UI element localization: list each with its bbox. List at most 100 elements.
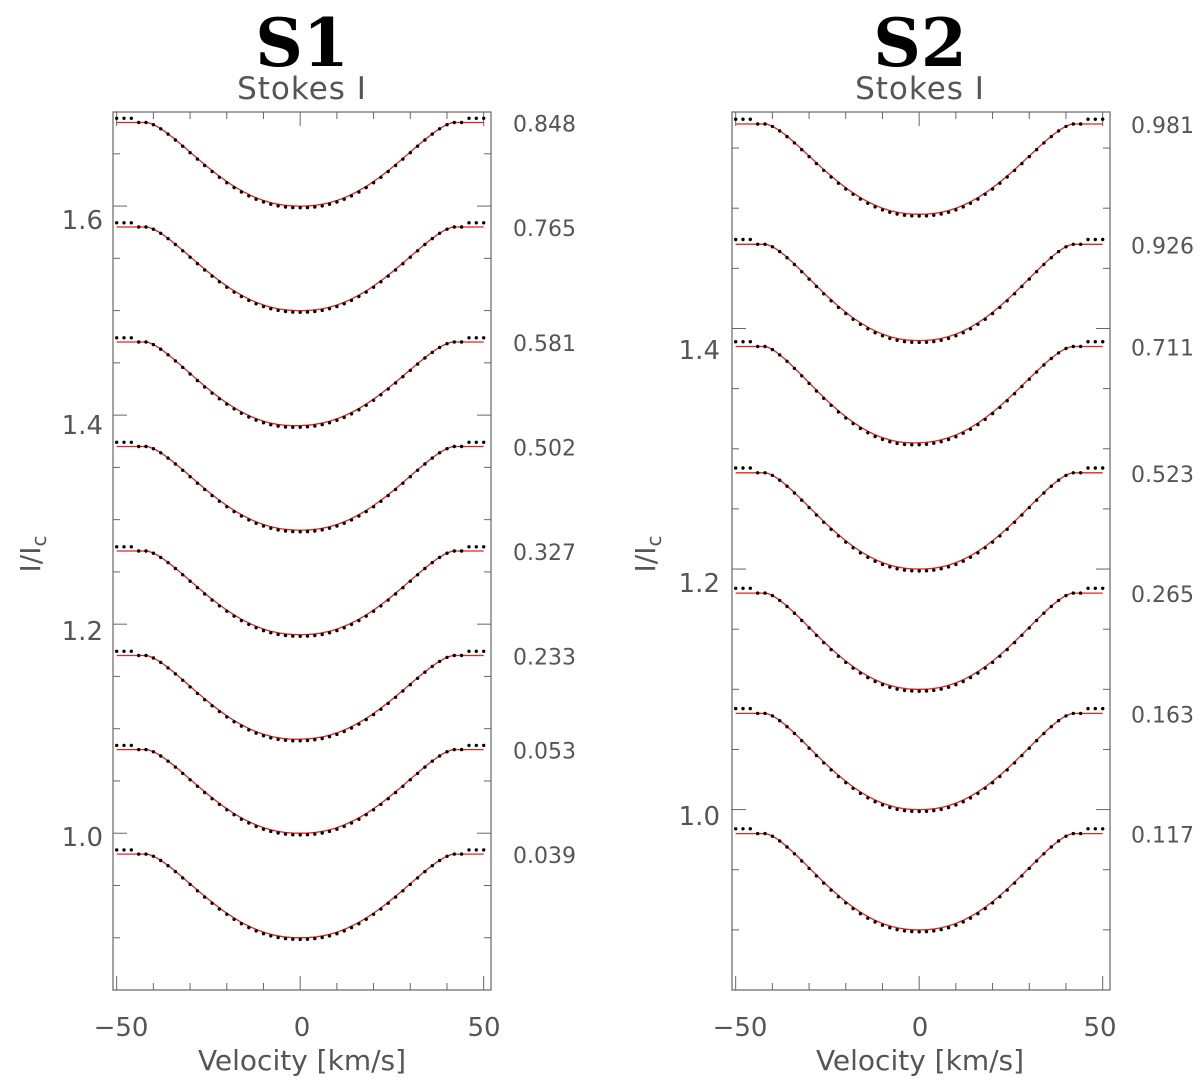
observed-point	[371, 808, 376, 812]
observed-point	[276, 424, 280, 428]
observed-point	[1056, 839, 1061, 843]
observed-point	[247, 728, 251, 732]
observed-point	[917, 214, 921, 218]
observed-point	[342, 415, 346, 420]
observed-point	[851, 786, 855, 790]
observed-point	[181, 144, 185, 148]
panel-subtitle: Stokes I	[237, 71, 367, 107]
phase-label: 0.523	[1131, 463, 1194, 488]
observed-point	[756, 122, 760, 126]
y-axis-label: I/Ic	[14, 536, 51, 573]
observed-point	[763, 831, 767, 836]
observed-point	[778, 129, 782, 133]
observed-point	[261, 200, 266, 204]
observed-point	[895, 441, 899, 446]
observed-point	[327, 307, 332, 311]
observed-point	[807, 746, 811, 750]
observed-point	[349, 194, 354, 198]
observed-point	[807, 277, 811, 281]
observed-point	[756, 591, 760, 595]
observed-point	[1027, 505, 1032, 510]
panel-s2: S2 Stokes I −50 0 50 Velocity [km/s] 1.0…	[629, 4, 1194, 1077]
observed-point	[467, 848, 471, 852]
observed-point	[474, 545, 478, 549]
observed-point	[939, 212, 943, 216]
observed-point	[946, 926, 951, 930]
observed-point	[320, 204, 324, 208]
observed-point	[386, 169, 390, 174]
observed-point	[814, 513, 819, 517]
observed-point	[159, 858, 163, 863]
observed-point	[232, 407, 236, 411]
observed-point	[166, 132, 170, 136]
observed-point	[459, 444, 464, 449]
observed-point	[822, 396, 826, 400]
observed-point	[474, 743, 478, 748]
observed-point	[844, 781, 848, 785]
observed-point	[173, 138, 178, 142]
observed-point	[401, 157, 405, 161]
x-tick-label: 50	[467, 1013, 500, 1043]
model-line	[116, 748, 484, 834]
observed-point	[261, 421, 266, 425]
observed-point	[763, 711, 767, 716]
observed-point	[415, 771, 420, 776]
observed-point	[298, 530, 302, 534]
observed-point	[437, 127, 442, 131]
observed-point	[144, 120, 148, 125]
observed-point	[939, 927, 943, 932]
observed-point	[151, 227, 156, 231]
observed-point	[778, 719, 782, 723]
observed-point	[137, 225, 141, 229]
observed-point	[393, 163, 398, 168]
observed-point	[276, 831, 280, 835]
observed-point	[408, 475, 412, 479]
observed-point	[976, 197, 980, 201]
observed-point	[1071, 344, 1076, 349]
observed-point	[748, 706, 752, 711]
observed-point	[188, 255, 192, 259]
observed-point	[320, 528, 324, 532]
observed-point	[393, 487, 398, 492]
observed-point	[866, 431, 870, 435]
observed-point	[763, 122, 767, 126]
observed-point	[924, 569, 929, 573]
observed-point	[954, 334, 958, 338]
observed-point	[807, 626, 811, 630]
observed-point	[276, 204, 280, 208]
observed-point	[895, 927, 899, 932]
profile-0.265: 0.265	[734, 583, 1194, 693]
observed-point	[1012, 881, 1017, 885]
observed-point	[800, 618, 804, 623]
observed-point	[990, 411, 995, 416]
profile-0.765: 0.765	[115, 217, 576, 314]
observed-point	[1034, 370, 1039, 374]
observed-point	[895, 807, 899, 812]
observed-point	[379, 604, 383, 608]
observed-point	[946, 565, 951, 569]
observed-point	[379, 175, 383, 179]
observed-point	[998, 405, 1002, 410]
observed-point	[1027, 746, 1032, 750]
y-tick-label: 1.0	[62, 823, 103, 853]
observed-point	[1064, 593, 1068, 598]
observed-point	[129, 545, 133, 549]
observed-point	[313, 832, 317, 836]
observed-point	[1086, 237, 1090, 242]
observed-point	[770, 834, 775, 838]
observed-point	[467, 545, 471, 549]
observed-point	[261, 524, 266, 528]
observed-point	[195, 586, 200, 590]
observed-point	[1020, 633, 1024, 637]
observed-point	[459, 747, 464, 752]
observed-point	[1005, 888, 1009, 892]
observed-point	[283, 529, 288, 533]
observed-point	[851, 421, 855, 426]
observed-point	[1056, 129, 1061, 133]
observed-point	[335, 304, 339, 309]
observed-point	[173, 869, 178, 874]
observed-point	[151, 447, 156, 451]
observed-point	[851, 666, 855, 670]
observed-point	[829, 175, 833, 179]
observed-point	[137, 444, 141, 449]
